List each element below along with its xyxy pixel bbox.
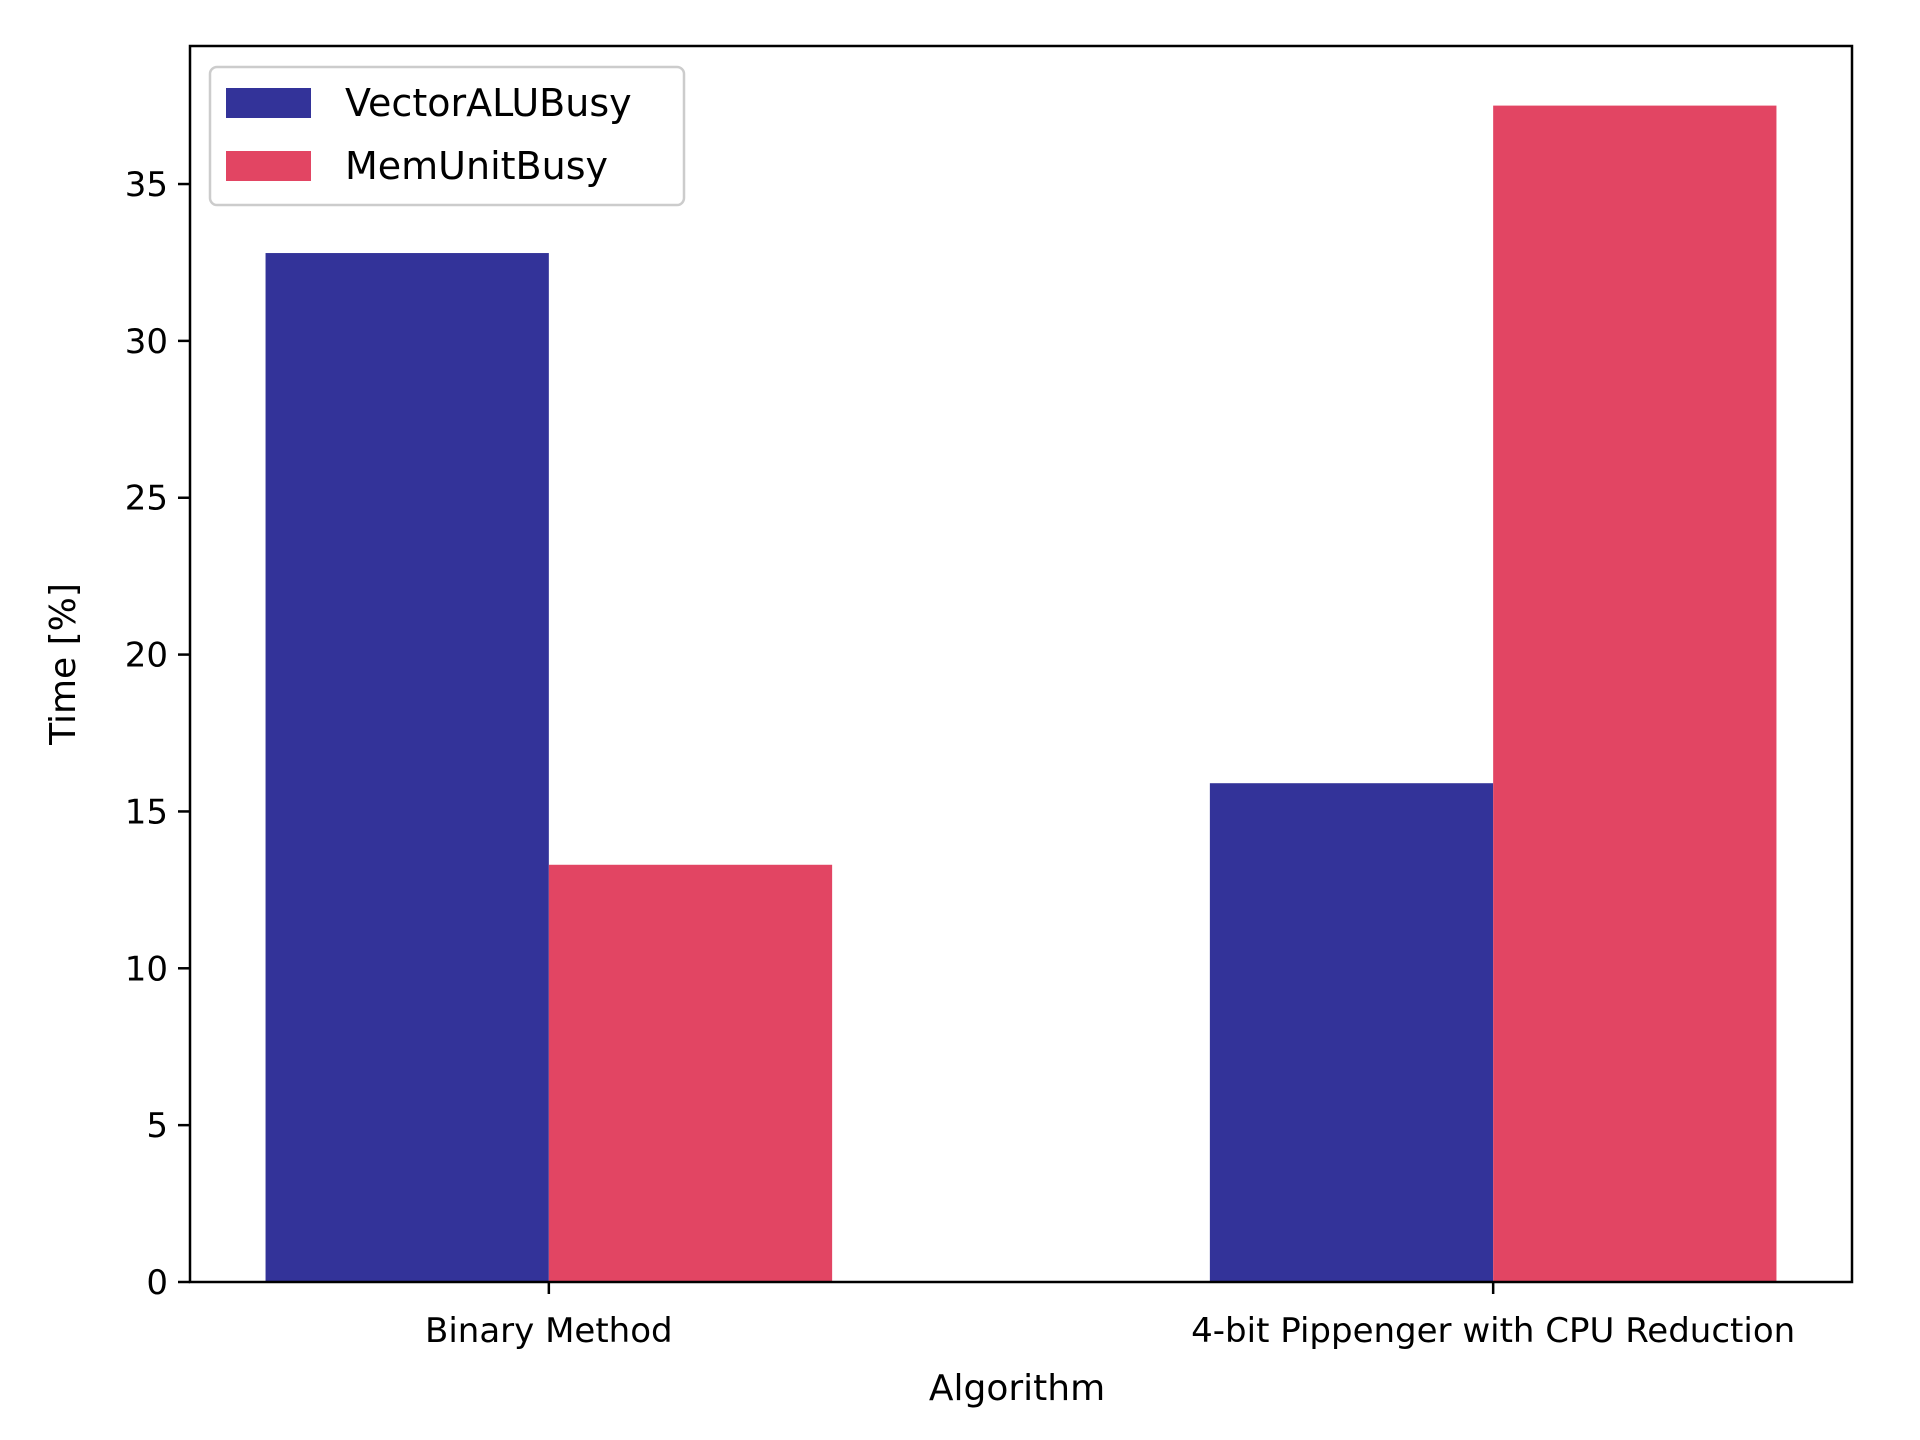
- y-tick-label: 25: [125, 479, 168, 519]
- legend-box: [208, 65, 686, 207]
- bars-layer: [265, 105, 1777, 1283]
- y-axis-title: Time [%]: [43, 583, 84, 746]
- legend-swatch-MemUnitBusy: [226, 151, 311, 181]
- bar-MemUnitBusy-1: [1493, 105, 1777, 1283]
- x-axis-ticks: Binary Method 4-bit Pippenger with CPU Re…: [425, 1282, 1795, 1351]
- bar-MemUnitBusy-0: [548, 864, 833, 1282]
- bar-VectorALUBusy-0: [265, 253, 549, 1283]
- y-tick-label: 20: [125, 636, 168, 676]
- y-tick-label: 10: [125, 949, 168, 989]
- y-tick-label: 5: [146, 1106, 168, 1146]
- plot-frame: [188, 44, 1854, 1284]
- y-axis-ticks: 0 5 10 15 20 25 30 35: [125, 165, 190, 1303]
- y-tick-label: 0: [146, 1263, 168, 1303]
- y-tick-label: 30: [125, 322, 168, 362]
- x-axis-title: Algorithm: [929, 1368, 1105, 1409]
- legend: VectorALUBusy MemUnitBusy: [208, 65, 686, 207]
- x-tick-label: Binary Method: [425, 1311, 673, 1351]
- legend-label-MemUnitBusy: MemUnitBusy: [345, 144, 608, 188]
- x-tick-label: 4-bit Pippenger with CPU Reduction: [1191, 1311, 1795, 1351]
- y-tick-label: 35: [125, 165, 168, 205]
- y-tick-label: 15: [125, 792, 168, 832]
- legend-label-VectorALUBusy: VectorALUBusy: [345, 81, 632, 125]
- bar-VectorALUBusy-1: [1209, 783, 1494, 1282]
- legend-swatch-VectorALUBusy: [226, 88, 311, 118]
